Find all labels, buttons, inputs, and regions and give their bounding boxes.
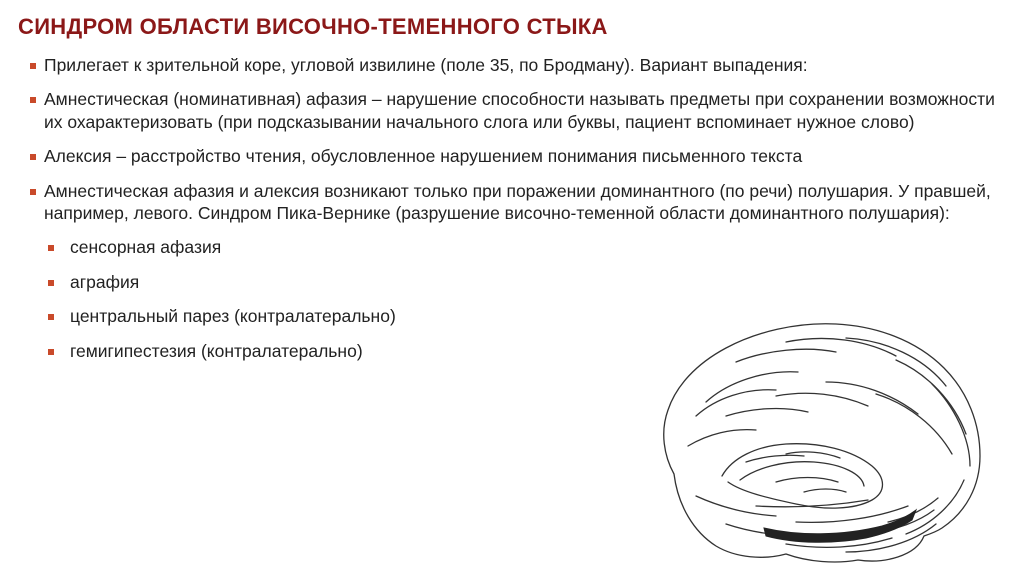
sub-bullet-item: аграфия [48,271,1002,293]
bullet-item: Амнестическая афазия и алексия возникают… [30,180,1002,225]
bullet-item: Амнестическая (номинативная) афазия – на… [30,88,1002,133]
sub-bullet-item: сенсорная афазия [48,236,1002,258]
brain-illustration [636,306,996,566]
main-bullet-list: Прилегает к зрительной коре, угловой изв… [18,54,1002,224]
slide-title: СИНДРОМ ОБЛАСТИ ВИСОЧНО-ТЕМЕННОГО СТЫКА [18,14,1002,40]
bullet-item: Алексия – расстройство чтения, обусловле… [30,145,1002,167]
bullet-item: Прилегает к зрительной коре, угловой изв… [30,54,1002,76]
